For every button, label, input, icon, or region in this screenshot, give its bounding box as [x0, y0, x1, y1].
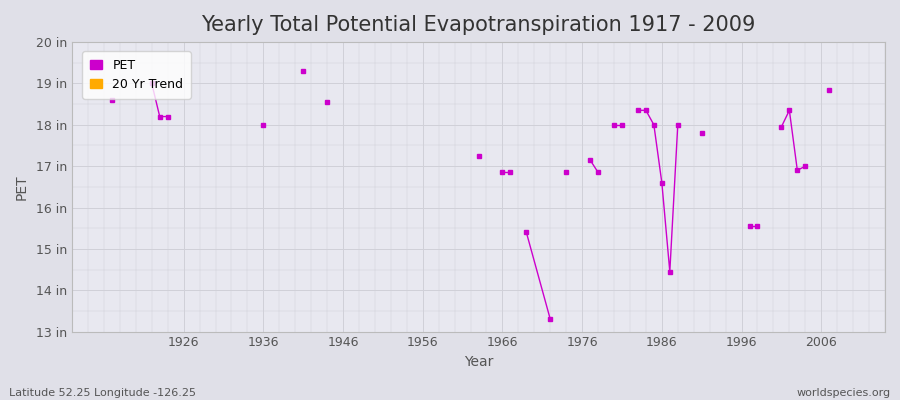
Text: Latitude 52.25 Longitude -126.25: Latitude 52.25 Longitude -126.25 [9, 388, 196, 398]
X-axis label: Year: Year [464, 355, 493, 369]
Legend: PET, 20 Yr Trend: PET, 20 Yr Trend [83, 51, 191, 98]
Y-axis label: PET: PET [15, 174, 29, 200]
Title: Yearly Total Potential Evapotranspiration 1917 - 2009: Yearly Total Potential Evapotranspiratio… [202, 15, 756, 35]
Text: worldspecies.org: worldspecies.org [796, 388, 891, 398]
